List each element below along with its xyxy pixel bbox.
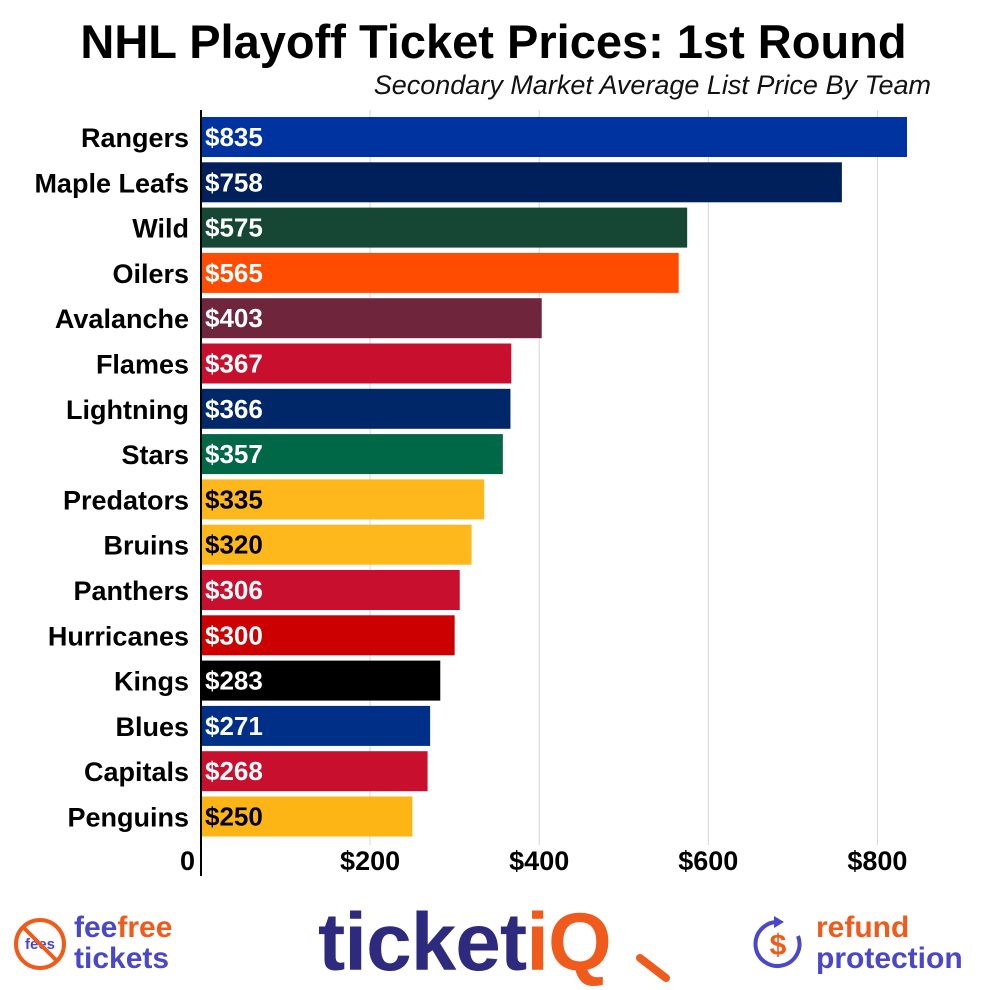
value-label-stars: $357 xyxy=(205,439,263,469)
refund-line1: refund xyxy=(816,911,910,944)
bar-blues xyxy=(201,705,431,746)
bar-kings xyxy=(201,660,441,701)
category-label-lightning: Lightning xyxy=(66,395,189,425)
value-label-oilers: $565 xyxy=(205,258,263,288)
category-label-rangers: Rangers xyxy=(81,123,189,153)
category-label-capitals: Capitals xyxy=(84,757,189,787)
value-label-hurricanes: $300 xyxy=(205,620,263,650)
value-label-kings: $283 xyxy=(205,666,263,696)
category-label-panthers: Panthers xyxy=(73,576,189,606)
ticketiq-logo: ticketiQ xyxy=(318,896,678,988)
bar-maple-leafs xyxy=(201,162,842,203)
value-label-wild: $575 xyxy=(205,213,263,243)
bar-avalanche xyxy=(201,298,542,339)
ticketiq-brand-iq: iQ xyxy=(526,897,612,988)
category-label-hurricanes: Hurricanes xyxy=(48,621,189,651)
category-label-oilers: Oilers xyxy=(112,259,189,289)
no-fees-icon: fees xyxy=(14,918,66,970)
category-label-maple-leafs: Maple Leafs xyxy=(34,168,189,198)
value-label-maple-leafs: $758 xyxy=(205,167,263,197)
x-tick-label-0: 0 xyxy=(180,846,195,876)
value-label-penguins: $250 xyxy=(205,802,263,832)
bar-chart: $835 Rangers $758 Maple Leafs $575 Wild $565 Oi… xyxy=(34,110,907,876)
category-label-penguins: Penguins xyxy=(67,803,189,833)
category-label-stars: Stars xyxy=(121,440,189,470)
value-label-rangers: $835 xyxy=(205,122,263,152)
category-label-wild: Wild xyxy=(132,214,189,244)
value-label-flames: $367 xyxy=(205,349,263,379)
category-label-bruins: Bruins xyxy=(103,531,189,561)
x-tick-label-200: $200 xyxy=(340,846,400,876)
x-tick-label-400: $400 xyxy=(509,846,569,876)
bar-penguins xyxy=(201,796,413,837)
value-label-panthers: $306 xyxy=(205,575,263,605)
dollar-refund-icon: $ xyxy=(753,916,802,968)
value-label-lightning: $366 xyxy=(205,394,263,424)
feefree-fee: fee xyxy=(74,911,118,944)
magnifier-q-icon xyxy=(636,954,670,982)
feefree-free: free xyxy=(117,911,173,944)
feefree-tickets-logo: fees feefree tickets xyxy=(12,908,212,978)
value-label-predators: $335 xyxy=(205,484,263,514)
bar-bruins xyxy=(201,524,472,565)
value-label-bruins: $320 xyxy=(205,530,263,560)
x-tick-label-800: $800 xyxy=(847,846,907,876)
bar-lightning xyxy=(201,388,511,429)
bar-hurricanes xyxy=(201,615,455,656)
refund-line2: protection xyxy=(816,942,963,975)
value-label-blues: $271 xyxy=(205,711,263,741)
category-label-kings: Kings xyxy=(114,667,189,697)
bar-flames xyxy=(201,343,512,384)
category-label-blues: Blues xyxy=(115,712,189,742)
bar-rangers xyxy=(201,117,907,157)
svg-text:$: $ xyxy=(770,929,787,962)
bar-predators xyxy=(201,479,485,520)
x-tick-label-600: $600 xyxy=(678,846,738,876)
bar-capitals xyxy=(201,751,428,792)
category-label-avalanche: Avalanche xyxy=(55,304,189,334)
bar-wild xyxy=(201,207,688,248)
ticketiq-brand-ticket: ticket xyxy=(318,897,527,988)
category-label-flames: Flames xyxy=(96,350,189,380)
value-label-avalanche: $403 xyxy=(205,303,263,333)
bar-panthers xyxy=(201,570,460,610)
chart-subtitle: Secondary Market Average List Price By T… xyxy=(373,70,931,100)
bar-stars xyxy=(201,434,503,475)
feefree-tickets: tickets xyxy=(74,942,170,975)
value-label-capitals: $268 xyxy=(205,756,263,786)
bar-oilers xyxy=(201,252,679,293)
chart-title: NHL Playoff Ticket Prices: 1st Round xyxy=(80,15,907,68)
category-label-predators: Predators xyxy=(63,485,189,515)
refund-protection-logo: $ refund protection xyxy=(748,908,983,978)
